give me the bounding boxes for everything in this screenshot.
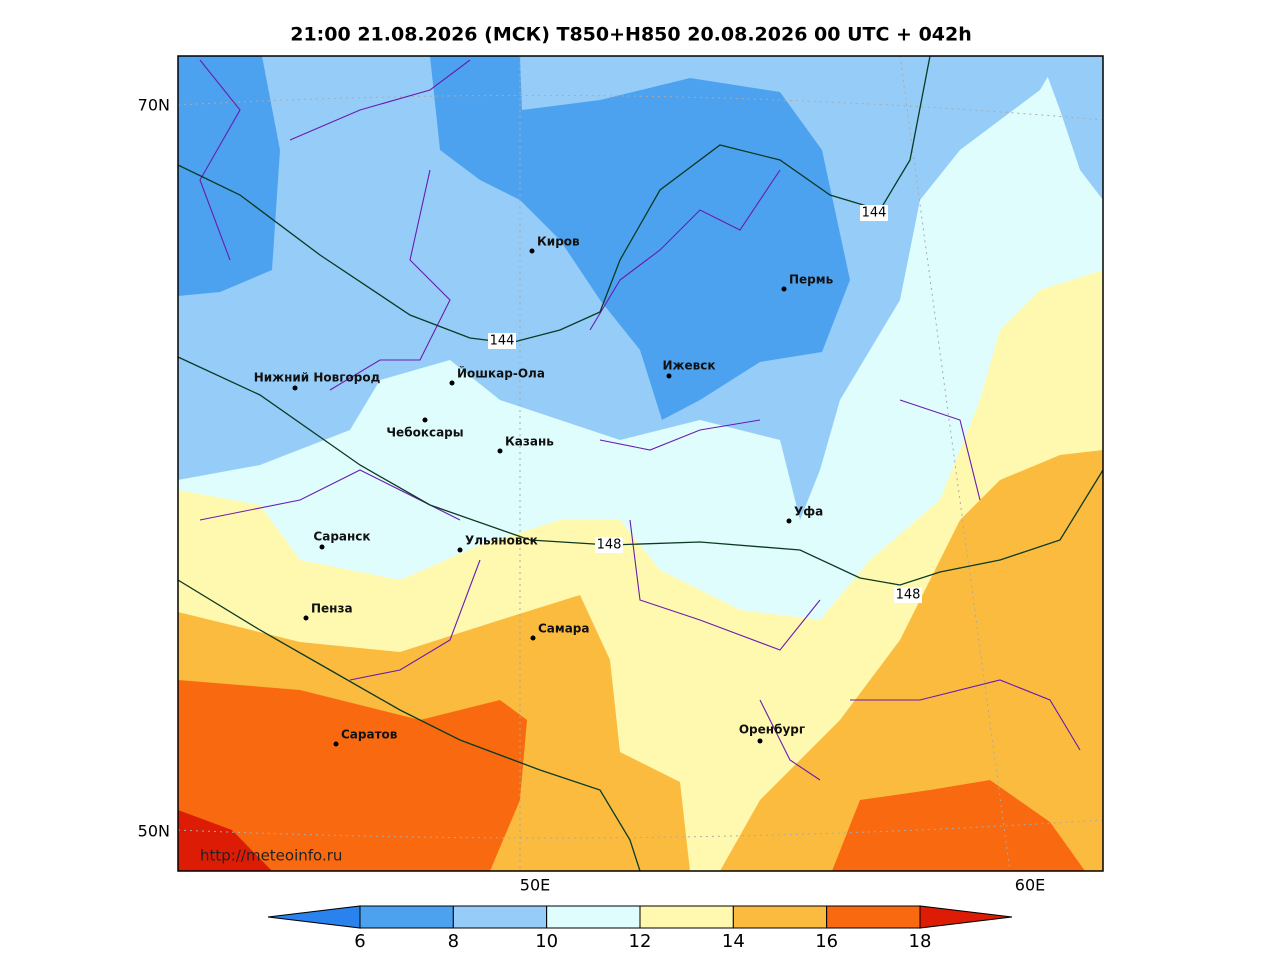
field-16-18 — [178, 680, 527, 871]
colorbar-tick-label: 18 — [909, 931, 932, 952]
colorbar-segment — [546, 905, 641, 929]
lon-label: 60E — [1015, 876, 1045, 895]
watermark: http://meteoinfo.ru — [200, 847, 342, 865]
city-dot — [666, 373, 672, 379]
city-label: Уфа — [794, 505, 823, 519]
city-label: Киров — [537, 235, 580, 249]
lon-label: 50E — [520, 876, 550, 895]
graticule — [178, 56, 1103, 871]
contour-label-bg — [488, 333, 516, 349]
city-label: Казань — [505, 435, 554, 449]
city-dot — [530, 635, 536, 641]
field-8-10 — [1040, 56, 1103, 200]
colorbar-tick-label: 16 — [815, 931, 838, 952]
lat-label: 50N — [138, 822, 170, 841]
colorbar-segment — [452, 905, 548, 929]
contour-label-bg — [894, 587, 922, 603]
colorbar-extend-low — [267, 905, 361, 929]
map-area — [178, 56, 1103, 871]
field-16-18 — [832, 780, 1085, 871]
lat-label: 70N — [138, 96, 170, 115]
city-dot — [497, 448, 503, 454]
colorbar-tick-label: 6 — [354, 931, 365, 952]
city-dot — [333, 741, 339, 747]
city-label: Нижний Новгород — [254, 371, 381, 385]
city-dot — [529, 248, 535, 254]
colorbar-tick-label: 8 — [448, 931, 459, 952]
field-6-8 — [178, 56, 280, 296]
colorbar-segment — [359, 905, 454, 929]
city-dot — [303, 615, 309, 621]
city-label: Ижевск — [663, 359, 716, 373]
city-label: Чебоксары — [386, 426, 463, 440]
city-dot — [449, 380, 455, 386]
city-dot — [757, 738, 763, 744]
city-label: Саранск — [313, 530, 370, 544]
contour-label: 148 — [597, 538, 622, 553]
field-18-plus — [178, 810, 272, 871]
title: 21:00 21.08.2026 (МСК) T850+H850 20.08.2… — [290, 24, 972, 46]
city-dot — [422, 417, 428, 423]
city-label: Пенза — [311, 602, 353, 616]
contour-152 — [178, 579, 641, 871]
colorbar-segment — [639, 905, 734, 929]
contour-label-bg — [595, 537, 623, 553]
colorbar-tick-label: 14 — [722, 931, 745, 952]
city-label: Оренбург — [739, 723, 805, 737]
city-label: Йошкар-Ола — [457, 366, 545, 381]
colorbar-tick-label: 10 — [535, 931, 558, 952]
city-dot — [781, 286, 787, 292]
contour-label: 144 — [862, 206, 887, 221]
region-borders — [199, 59, 1081, 781]
city-label: Ульяновск — [465, 534, 538, 548]
contour-148 — [178, 356, 1103, 586]
city-dot — [457, 547, 463, 553]
city-label: Пермь — [789, 273, 834, 287]
field-6-8 — [430, 56, 850, 420]
city-dot — [319, 544, 325, 550]
city-dot — [786, 518, 792, 524]
contour-label: 144 — [490, 334, 515, 349]
city-dot — [292, 385, 298, 391]
colorbar-segment — [826, 905, 921, 929]
colorbar-tick-label: 12 — [629, 931, 652, 952]
map-frame — [177, 55, 1104, 872]
contour-label-bg — [860, 205, 888, 221]
contour-144 — [178, 56, 931, 344]
colorbar-extend-high — [919, 905, 1013, 929]
contour-label: 148 — [896, 588, 921, 603]
city-label: Саратов — [341, 728, 398, 742]
field-14-16 — [720, 450, 1103, 871]
city-label: Самара — [538, 622, 590, 636]
colorbar-segment — [732, 905, 828, 929]
